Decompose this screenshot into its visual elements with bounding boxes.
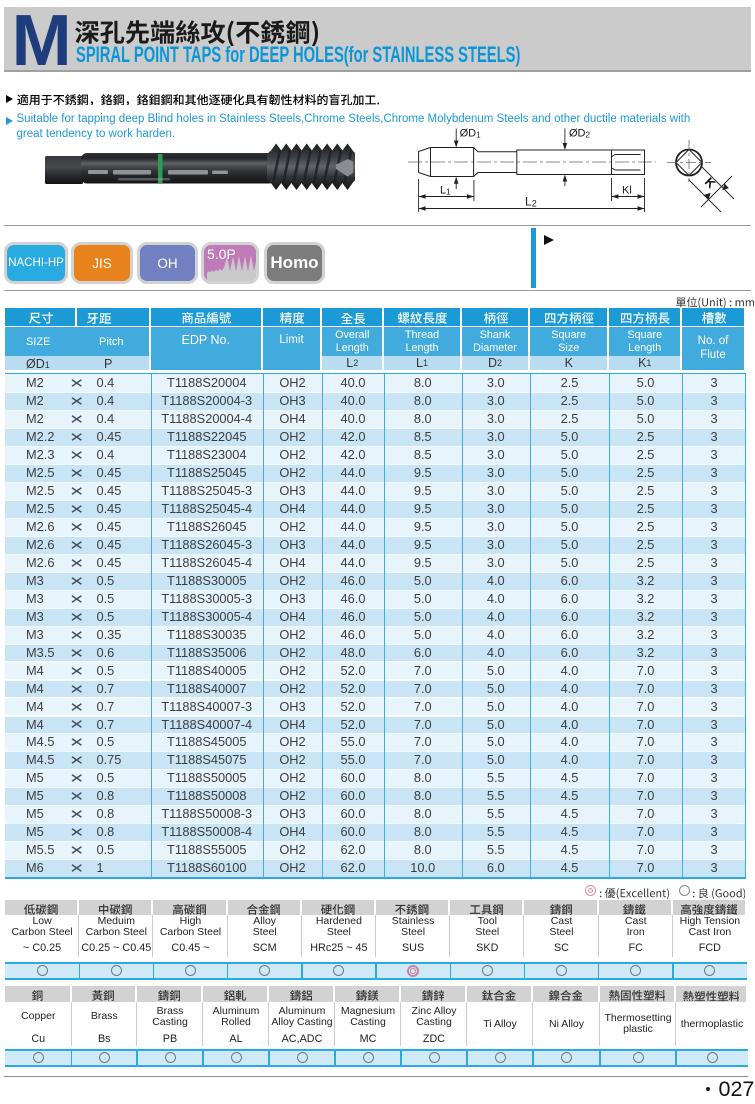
svg-text:Kl: Kl [622,185,632,197]
svg-text:L2: L2 [525,195,537,209]
svg-text:ØD2: ØD2 [569,128,591,140]
svg-text:K: K [702,175,718,191]
svg-text:ØD1: ØD1 [460,128,482,140]
svg-text:L1: L1 [440,185,451,197]
